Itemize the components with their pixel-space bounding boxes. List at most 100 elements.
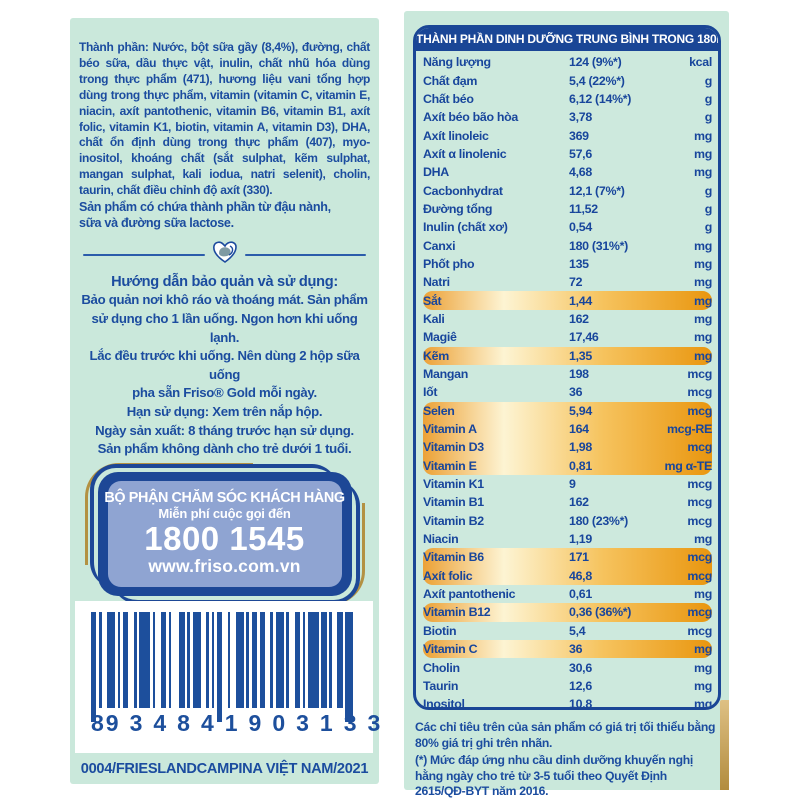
nutrient-value: 198	[569, 367, 589, 382]
nutrient-name: Inositol	[423, 697, 465, 710]
nutrient-name: Cacbonhydrat	[423, 183, 503, 198]
nutrient-name: Taurin	[423, 678, 459, 693]
nutrient-name: Vitamin D3	[423, 440, 484, 455]
nutrition-row: Vitamin D3 1,98 mcg	[423, 438, 712, 457]
nutrient-unit: mcg	[687, 385, 712, 400]
nutrient-name: Vitamin B6	[423, 550, 484, 565]
nutrient-name: Sắt	[423, 293, 442, 308]
nutrient-name: Phốt pho	[423, 256, 475, 271]
nutrition-row: DHA 4,68 mg	[423, 163, 712, 181]
nutrition-row: Vitamin B12 0,36 (36%*) mcg	[423, 603, 712, 622]
allergy-note: Sản phẩm có chứa thành phần từ đậu nành,…	[79, 199, 370, 231]
care-website: www.friso.com.vn	[148, 556, 301, 577]
nutrient-unit: mcg	[687, 403, 712, 418]
nutrient-value: 5,94	[569, 403, 592, 418]
ingredients-text: Thành phần: Nước, bột sữa gầy (8,4%), đư…	[79, 40, 370, 198]
nutrition-row: Biotin 5,4 mcg	[423, 622, 712, 640]
nutrient-name: Chất béo	[423, 91, 474, 106]
nutrient-unit: mg	[694, 146, 712, 161]
usage-instructions: Bảo quản nơi khô ráo và thoáng mát. Sản …	[79, 291, 370, 458]
nutrient-name: Vitamin B2	[423, 513, 484, 528]
nutrient-name: Vitamin E	[423, 458, 477, 473]
nutrient-unit: g	[704, 220, 713, 235]
nutrition-row: Đường tổng 11,52 g	[423, 200, 712, 218]
nutrient-unit: mg	[694, 678, 712, 693]
nutrient-value: 0,36 (36%*)	[569, 605, 632, 620]
nutrient-name: DHA	[423, 165, 449, 180]
nutrition-row: Kẽm 1,35 mg	[423, 346, 712, 365]
nutrient-value: 5,4 (22%*)	[569, 73, 625, 88]
nutrient-unit: mg	[694, 587, 712, 602]
nutrient-unit: mcg	[687, 513, 712, 528]
nutrition-row: Axít béo bão hòa 3,78 g	[423, 108, 712, 126]
nutrient-unit: mg	[694, 660, 712, 675]
nutrition-row: Vitamin K1 9 mcg	[423, 475, 712, 493]
nutrition-table-title: THÀNH PHẦN DINH DƯỠNG TRUNG BÌNH TRONG 1…	[416, 28, 718, 51]
nutrition-row: Kali 162 mg	[423, 310, 712, 328]
nutrient-unit: mg	[694, 348, 712, 363]
nutrition-row: Axít pantothenic 0,61 mg	[423, 585, 712, 603]
allergy-line: Sản phẩm có chứa thành phần từ đậu nành,	[79, 200, 331, 215]
nutrient-name: Inulin (chất xơ)	[423, 220, 508, 235]
nutrient-value: 0,54	[569, 220, 592, 235]
nutrient-unit: g	[704, 73, 713, 88]
nutrient-unit: mcg	[687, 477, 712, 492]
nutrient-unit: mcg-RE	[666, 422, 712, 437]
nutrition-row: Sắt 1,44 mg	[423, 291, 712, 310]
nutrition-row: Phốt pho 135 mg	[423, 255, 712, 273]
package-edge-strip	[720, 700, 729, 790]
nutrition-row: Axít folic 46,8 mcg	[423, 566, 712, 585]
nutrient-unit: mcg	[687, 623, 712, 638]
nutrient-name: Biotin	[423, 623, 457, 638]
nutrient-name: Mangan	[423, 367, 469, 382]
nutrition-row: Cholin 30,6 mg	[423, 658, 712, 676]
nutrient-value: 1,19	[569, 532, 592, 547]
nutrient-unit: mg	[694, 293, 712, 308]
nutrient-value: 1,35	[569, 348, 592, 363]
barcode-bars	[91, 612, 357, 722]
barcode-group-2: 903133	[248, 710, 392, 736]
nutrient-unit: mg	[694, 128, 712, 143]
nutrient-unit: mg	[694, 275, 712, 290]
nutrient-unit: mcg	[687, 605, 712, 620]
nutrient-name: Axít béo bão hòa	[423, 110, 519, 125]
usage-line: pha sẵn Friso® Gold mỗi ngày.	[132, 385, 317, 401]
nutrient-name: Kẽm	[423, 348, 449, 363]
nutrient-name: Axít linoleic	[423, 128, 489, 143]
customer-care-box: BỘ PHẬN CHĂM SÓC KHÁCH HÀNG Miễn phí cuộ…	[84, 462, 365, 605]
nutrition-footnotes: Các chỉ tiêu trên của sản phẩm có giá tr…	[415, 720, 719, 800]
nutrient-value: 10,8	[569, 697, 592, 710]
nutrition-row: Magiê 17,46 mg	[423, 328, 712, 346]
nutrient-name: Axít α linolenic	[423, 146, 507, 161]
nutrition-row: Vitamin A 164 mcg-RE	[423, 419, 712, 439]
nutrient-value: 0,81	[569, 458, 592, 473]
nutrient-unit: mg	[694, 256, 712, 271]
footnote: (*) Mức đáp ứng nhu cầu dinh dưỡng khuyế…	[415, 753, 693, 799]
nutrient-name: Vitamin C	[423, 642, 478, 657]
nutrition-row: Vitamin C 36 mg	[423, 640, 712, 659]
section-divider	[83, 240, 366, 269]
nutrition-row: Vitamin B2 180 (23%*) mcg	[423, 512, 712, 530]
nutrient-value: 30,6	[569, 660, 592, 675]
nutrient-unit: g	[704, 110, 713, 125]
nutrient-value: 36	[569, 642, 583, 657]
allergy-line: sữa và đường sữa lactose.	[79, 216, 234, 231]
usage-line: Sản phẩm không dành cho trẻ dưới 1 tuổi.	[97, 441, 352, 457]
nutrient-unit: mg	[694, 642, 712, 657]
nutrient-value: 171	[569, 550, 589, 565]
nutrition-row: Chất béo 6,12 (14%*) g	[423, 90, 712, 108]
nutrition-row: Chất đạm 5,4 (22%*) g	[423, 71, 712, 89]
nutrition-row: Niacin 1,19 mg	[423, 530, 712, 548]
nutrient-name: Vitamin K1	[423, 477, 484, 492]
nutrient-value: 6,12 (14%*)	[569, 91, 632, 106]
usage-line: Bảo quản nơi khô ráo và thoáng mát. Sản …	[81, 292, 368, 308]
nutrient-unit: mg	[694, 697, 712, 710]
usage-line: Lắc đều trước khi uống. Nên dùng 2 hộp s…	[89, 348, 360, 382]
nutrient-name: Canxi	[423, 238, 456, 253]
nutrient-name: Chất đạm	[423, 73, 478, 88]
barcode-digits: 8 934841 903133	[91, 710, 380, 737]
nutrient-value: 369	[569, 128, 589, 143]
nutrient-unit: mg	[694, 532, 712, 547]
nutrient-value: 162	[569, 311, 589, 326]
